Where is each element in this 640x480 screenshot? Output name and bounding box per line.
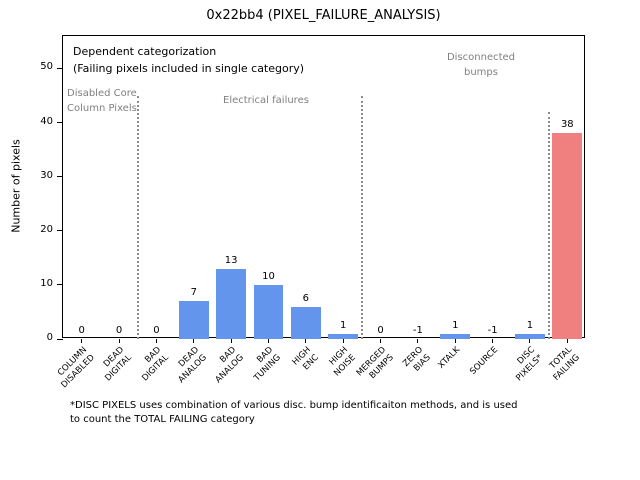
y-tick-label: 30 xyxy=(40,169,53,181)
y-tick-mark xyxy=(57,284,63,286)
bar xyxy=(440,333,471,339)
bar-value-label: 0 xyxy=(115,325,123,336)
annotation-dependent-categorization: Dependent categorization (Failing pixels… xyxy=(73,45,305,75)
x-tick-mark xyxy=(267,339,269,343)
plot-area: 0 10 20 30 40 50 0 COLUMN DISABLED 0 DEAD DIGITAL… xyxy=(40,35,585,390)
bar xyxy=(216,268,247,339)
x-tick-mark xyxy=(380,339,382,343)
bar-value-label: 10 xyxy=(262,270,275,282)
x-tick-mark xyxy=(118,339,120,343)
annotation-disconnected-bumps: Disconnected bumps xyxy=(446,52,516,78)
bar-value-label: 38 xyxy=(560,119,574,131)
bar-value-label: 0 xyxy=(377,325,384,336)
x-tick-mark xyxy=(193,339,195,343)
chart-title: 0x22bb4 (PIXEL_FAILURE_ANALYSIS) xyxy=(206,8,441,23)
bar-value-label: 1 xyxy=(452,319,459,331)
bar-value-label: 6 xyxy=(302,292,309,304)
x-tick-mark xyxy=(305,339,307,343)
bar-value-label: -1 xyxy=(487,325,498,336)
x-tick-mark xyxy=(566,339,568,343)
bar xyxy=(290,306,321,339)
y-tick-mark xyxy=(57,230,63,232)
separator-line xyxy=(547,111,550,339)
y-tick-mark xyxy=(57,176,63,178)
y-tick-label: 10 xyxy=(40,277,53,289)
y-tick-mark xyxy=(57,67,63,69)
separator-line xyxy=(136,95,139,339)
x-tick-mark xyxy=(529,339,531,343)
x-tick-mark xyxy=(342,339,344,343)
y-tick-label: 50 xyxy=(40,61,53,73)
x-tick-mark xyxy=(230,339,232,343)
x-tick-mark xyxy=(155,339,157,343)
y-tick-label: 0 xyxy=(46,332,53,343)
y-tick-label: 40 xyxy=(40,115,53,127)
y-tick-mark xyxy=(57,122,63,124)
x-tick-mark xyxy=(454,339,456,343)
bar-value-label: 0 xyxy=(153,325,160,336)
separator-line xyxy=(360,95,363,339)
x-tick-mark xyxy=(81,339,83,343)
x-tick-mark xyxy=(492,339,494,343)
x-tick-mark xyxy=(417,339,419,343)
bar xyxy=(515,333,545,339)
y-tick-mark xyxy=(57,338,63,340)
bar xyxy=(552,133,583,339)
footnote: *DISC PIXELS uses combination of various… xyxy=(70,400,518,425)
bar-value-label: 1 xyxy=(526,319,534,331)
bar-value-label: 0 xyxy=(78,325,85,336)
bar xyxy=(253,284,284,339)
annotation-disabled-core-column-pixels: Disabled Core Column Pixels xyxy=(67,88,137,114)
y-tick-label: 20 xyxy=(40,223,53,235)
y-axis-label: Number of pixels xyxy=(9,139,23,233)
bar xyxy=(328,333,359,339)
bar-value-label: 1 xyxy=(339,319,347,331)
bar-value-label: 13 xyxy=(224,254,238,266)
bar xyxy=(178,301,209,339)
bar-value-label: 7 xyxy=(190,287,197,299)
annotation-electrical-failures: Electrical failures xyxy=(223,95,309,106)
bar-value-label: -1 xyxy=(412,325,423,336)
